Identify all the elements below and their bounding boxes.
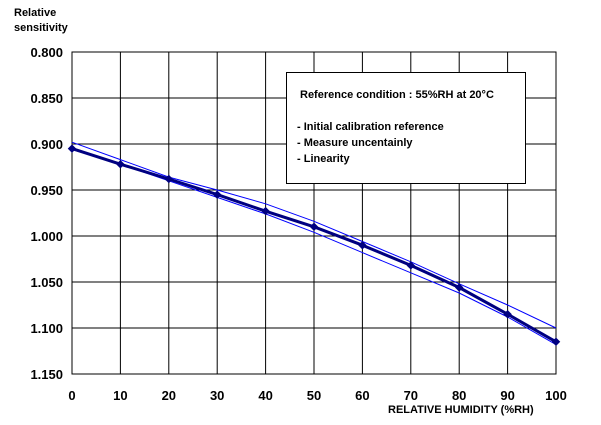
plot-border	[71, 51, 557, 375]
annotation-item: - Linearity	[297, 153, 350, 165]
annotation-title: Reference condition : 55%RH at 20°C	[300, 89, 494, 101]
series-line	[71, 141, 557, 329]
annotation-list: - Initial calibration reference - Measur…	[297, 119, 444, 167]
annotation-item: - Initial calibration reference	[297, 121, 444, 133]
y-axis-label: Relative sensitivity	[14, 6, 68, 36]
x-tick-label: 20	[162, 388, 176, 403]
x-tick-label: 90	[500, 388, 514, 403]
y-axis-label-line-2: sensitivity	[14, 22, 68, 34]
x-tick-label: 40	[258, 388, 272, 403]
x-tick-label: 50	[307, 388, 321, 403]
x-tick-label: 30	[210, 388, 224, 403]
y-tick-label: 0.950	[30, 183, 63, 198]
series-layer	[67, 141, 561, 347]
data-point	[309, 222, 319, 232]
data-point	[551, 337, 561, 347]
y-tick-label: 0.800	[30, 45, 63, 60]
x-tick-label: 10	[113, 388, 127, 403]
data-point	[358, 240, 367, 250]
x-tick-label: 0	[68, 388, 75, 403]
x-axis-label: RELATIVE HUMIDITY (%RH)	[388, 404, 534, 416]
data-point	[212, 190, 222, 199]
y-axis-label-line-1: Relative	[14, 7, 57, 19]
y-tick-label: 1.000	[30, 229, 63, 244]
x-tick-label: 80	[452, 388, 466, 403]
x-tick-labels: 0 10 20 30 40 50 60 70 80 90 100	[68, 388, 566, 403]
y-tick-label: 1.150	[30, 367, 63, 382]
annotation-item: - Measure uncentainly	[297, 137, 413, 149]
data-point	[116, 159, 125, 169]
y-tick-label: 0.900	[30, 137, 63, 152]
data-point	[164, 174, 174, 184]
data-point	[503, 309, 512, 319]
x-tick-label: 100	[545, 388, 567, 403]
data-point	[261, 206, 270, 216]
y-tick-label: 0.850	[30, 91, 63, 106]
annotation-box: Reference condition : 55%RH at 20°C - In…	[286, 72, 526, 184]
data-point	[406, 261, 416, 270]
data-point	[67, 144, 77, 153]
data-point	[454, 283, 464, 292]
y-tick-label: 1.050	[30, 275, 63, 290]
y-tick-label: 1.100	[30, 321, 63, 336]
y-tick-labels: 0.800 0.850 0.900 0.950 1.000 1.050 1.100 1.150	[30, 45, 63, 382]
x-tick-label: 60	[355, 388, 369, 403]
x-tick-label: 70	[404, 388, 418, 403]
